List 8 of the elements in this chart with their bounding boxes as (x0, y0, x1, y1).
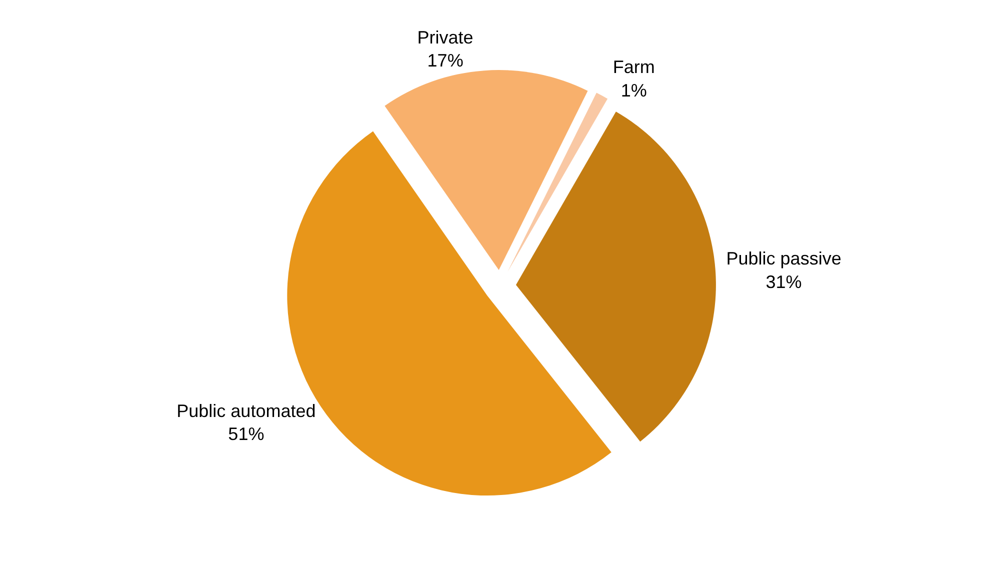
slice-label: Public automated (176, 400, 316, 421)
data-label: 31% (766, 272, 802, 292)
slice-label: Private (417, 27, 474, 48)
data-label: 1% (620, 80, 647, 100)
data-label: 17% (427, 50, 464, 71)
data-label: 51% (228, 424, 264, 444)
slice-label: Public passive (726, 248, 842, 268)
slice-label: Farm (612, 57, 655, 78)
